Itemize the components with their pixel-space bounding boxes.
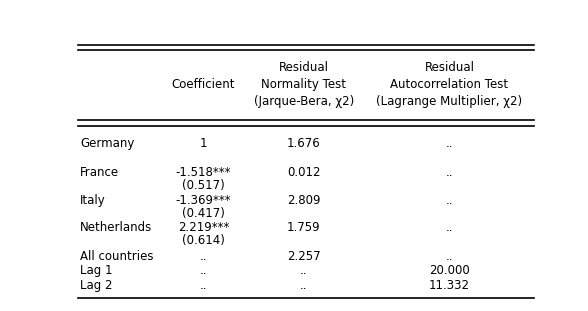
Text: Residual
Normality Test
(Jarque-Bera, χ2): Residual Normality Test (Jarque-Bera, χ2… <box>253 61 354 108</box>
Text: ..: .. <box>199 264 207 277</box>
Text: Coefficient: Coefficient <box>172 77 235 91</box>
Text: (0.614): (0.614) <box>182 234 225 247</box>
Text: 1: 1 <box>199 137 207 151</box>
Text: 11.332: 11.332 <box>429 279 470 292</box>
Text: ..: .. <box>446 166 453 179</box>
Text: 2.257: 2.257 <box>287 250 320 263</box>
Text: (0.517): (0.517) <box>182 179 225 192</box>
Text: ..: .. <box>446 194 453 207</box>
Text: 2.809: 2.809 <box>287 194 320 207</box>
Text: Lag 1: Lag 1 <box>81 264 113 277</box>
Text: ..: .. <box>446 221 453 234</box>
Text: ..: .. <box>300 264 308 277</box>
Text: Germany: Germany <box>81 137 135 151</box>
Text: (0.417): (0.417) <box>182 207 225 220</box>
Text: -1.369***: -1.369*** <box>176 194 231 207</box>
Text: Residual
Autocorrelation Test
(Lagrange Multiplier, χ2): Residual Autocorrelation Test (Lagrange … <box>376 61 523 108</box>
Text: 2.219***: 2.219*** <box>178 221 229 234</box>
Text: 20.000: 20.000 <box>429 264 470 277</box>
Text: 0.012: 0.012 <box>287 166 320 179</box>
Text: France: France <box>81 166 119 179</box>
Text: Netherlands: Netherlands <box>81 221 152 234</box>
Text: ..: .. <box>199 250 207 263</box>
Text: ..: .. <box>446 250 453 263</box>
Text: ..: .. <box>199 279 207 292</box>
Text: Italy: Italy <box>81 194 106 207</box>
Text: 1.759: 1.759 <box>287 221 320 234</box>
Text: 1.676: 1.676 <box>287 137 320 151</box>
Text: -1.518***: -1.518*** <box>176 166 231 179</box>
Text: All countries: All countries <box>81 250 154 263</box>
Text: Lag 2: Lag 2 <box>81 279 113 292</box>
Text: ..: .. <box>446 137 453 151</box>
Text: ..: .. <box>300 279 308 292</box>
